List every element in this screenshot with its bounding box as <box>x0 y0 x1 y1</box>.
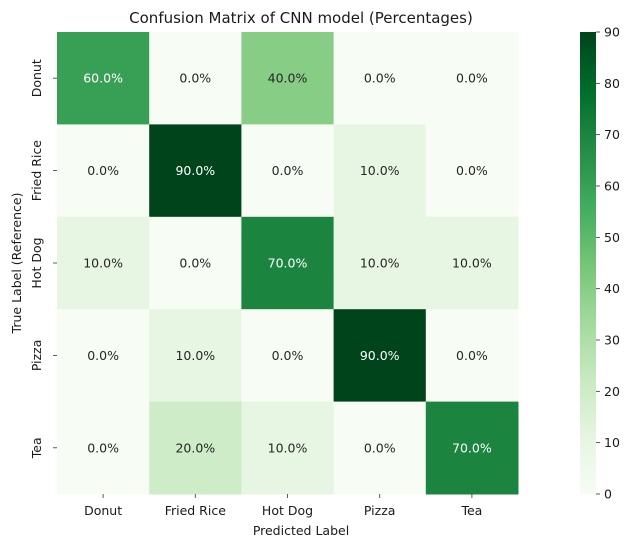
cell-value-label: 0.0% <box>87 348 119 363</box>
cell-value-label: 70.0% <box>268 256 308 271</box>
heatmap-cell <box>57 309 150 403</box>
x-axis-label: Predicted Label <box>253 523 349 538</box>
colorbar-tick-label: 50 <box>604 230 620 245</box>
cell-value-label: 10.0% <box>360 256 400 271</box>
cell-value-label: 40.0% <box>268 71 308 86</box>
heatmap-cell <box>425 401 519 495</box>
cell-value-label: 10.0% <box>360 163 400 178</box>
x-tick-label: Donut <box>84 503 122 518</box>
cell-value-label: 0.0% <box>272 163 304 178</box>
heatmap-cell <box>425 124 519 218</box>
y-tick-label: Pizza <box>29 340 44 372</box>
x-tick-label: Tea <box>460 503 482 518</box>
y-tick-label: Donut <box>29 59 44 97</box>
cell-value-label: 0.0% <box>179 256 211 271</box>
heatmap-cell <box>57 401 150 495</box>
cell-value-label: 90.0% <box>360 348 400 363</box>
x-tick-label: Fried Rice <box>165 503 227 518</box>
heatmap-cell <box>333 309 427 403</box>
colorbar-tick-label: 0 <box>604 487 612 502</box>
heatmap-cell <box>425 309 519 403</box>
colorbar-tick-label: 40 <box>604 281 620 296</box>
cell-value-label: 0.0% <box>456 348 488 363</box>
cell-value-label: 0.0% <box>179 71 211 86</box>
heatmap-cell <box>333 216 427 310</box>
heatmap-cell <box>241 401 335 495</box>
cell-value-label: 20.0% <box>175 440 215 455</box>
x-tick-label: Pizza <box>364 503 396 518</box>
heatmap-cell <box>425 216 519 310</box>
cell-value-label: 0.0% <box>87 163 119 178</box>
cell-value-label: 10.0% <box>175 348 215 363</box>
y-tick-label: Tea <box>29 437 44 459</box>
heatmap-cell <box>149 32 242 125</box>
colorbar-ticks: 0 10 20 30 40 50 60 70 80 90 <box>596 25 620 502</box>
cell-value-label: 70.0% <box>452 440 492 455</box>
heatmap-cell <box>241 216 335 310</box>
cell-value-label: 0.0% <box>456 71 488 86</box>
colorbar-tick-label: 10 <box>604 435 620 450</box>
colorbar-tick-label: 90 <box>604 25 620 40</box>
heatmap-cell <box>149 216 242 310</box>
cell-value-label: 10.0% <box>452 256 492 271</box>
chart-title: Confusion Matrix of CNN model (Percentag… <box>129 9 473 27</box>
colorbar-tick-label: 80 <box>604 76 620 91</box>
y-tick-label: Hot Dog <box>29 237 44 288</box>
colorbar-tick-label: 70 <box>604 127 620 142</box>
cell-value-label: 10.0% <box>83 256 123 271</box>
cell-value-label: 0.0% <box>456 163 488 178</box>
heatmap-cell <box>57 216 150 310</box>
heatmap-cell <box>333 124 427 218</box>
y-axis-label: True Label (Reference) <box>9 193 24 335</box>
heatmap-cell <box>241 309 335 403</box>
cell-value-label: 0.0% <box>364 71 396 86</box>
colorbar-tick-label: 60 <box>604 179 620 194</box>
cell-value-label: 90.0% <box>175 163 215 178</box>
heatmap-cell <box>57 124 150 218</box>
cell-value-label: 60.0% <box>83 71 123 86</box>
cell-value-label: 10.0% <box>268 440 308 455</box>
heatmap-cell <box>57 32 150 125</box>
x-axis-ticks: Donut Fried Rice Hot Dog Pizza Tea <box>84 494 482 518</box>
heatmap-cell <box>149 124 242 218</box>
heatmap-cell <box>241 32 335 125</box>
colorbar <box>580 32 596 494</box>
x-tick-label: Hot Dog <box>262 503 313 518</box>
colorbar-tick-label: 20 <box>604 384 620 399</box>
heatmap-cell <box>241 124 335 218</box>
heatmap-cell <box>149 309 242 403</box>
y-axis-ticks: Donut Fried Rice Hot Dog Pizza Tea <box>29 59 57 459</box>
y-tick-label: Fried Rice <box>29 140 44 202</box>
colorbar-tick-label: 30 <box>604 333 620 348</box>
heatmap-cell <box>149 401 242 495</box>
heatmap-cell <box>425 32 519 125</box>
cell-value-label: 0.0% <box>364 440 396 455</box>
cell-value-label: 0.0% <box>272 348 304 363</box>
heatmap-cell <box>333 32 427 125</box>
heatmap-cell <box>333 401 427 495</box>
cell-value-label: 0.0% <box>87 440 119 455</box>
heatmap-cells: 60.0% 0.0% 40.0% 0.0% 0.0% 0.0% 90.0% 0.0% 10.0%… <box>57 32 519 495</box>
